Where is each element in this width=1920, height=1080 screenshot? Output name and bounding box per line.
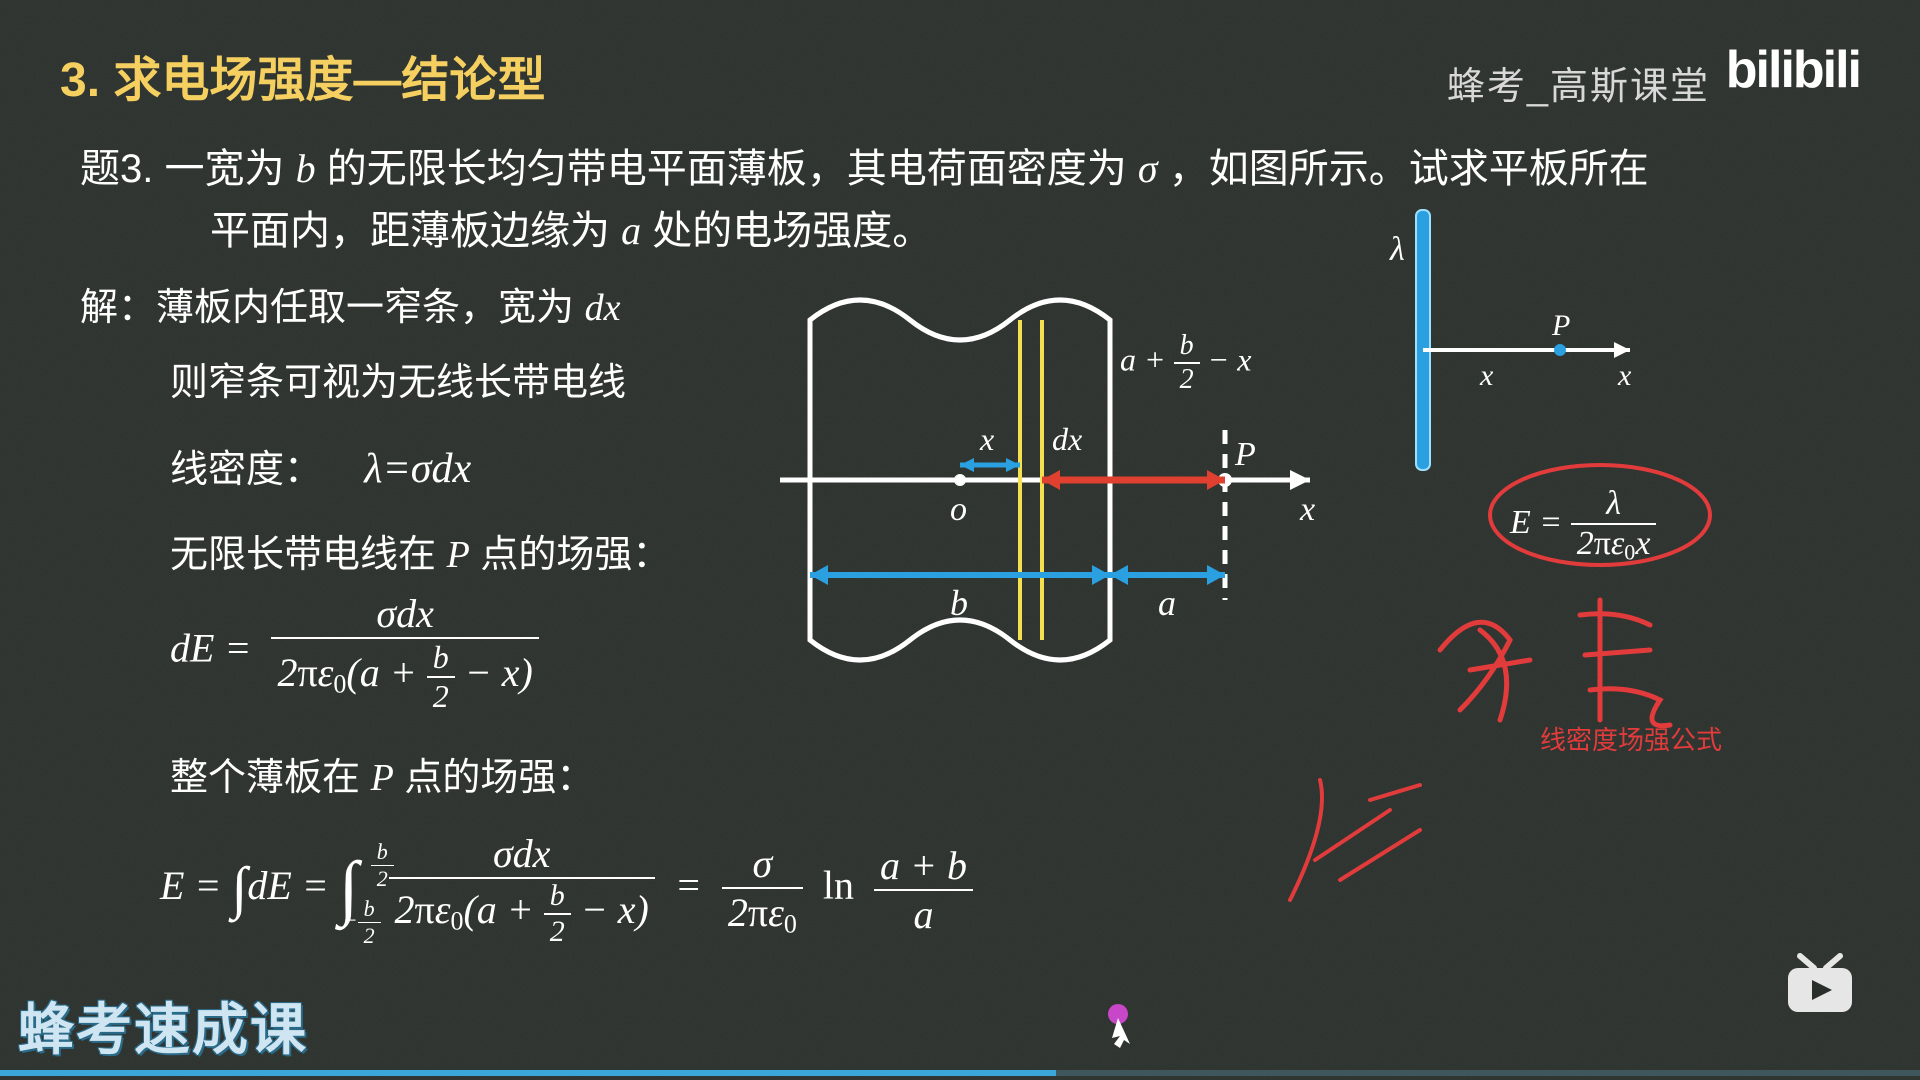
ln: ln [813, 863, 864, 908]
sol-line1: 解：薄板内任取一窄条，宽为 [80, 287, 585, 329]
label-b: b [950, 583, 968, 623]
box-num: λ [1571, 485, 1657, 525]
formula-dE: dE = σdx 2πε0(a + b2 − x) [170, 590, 539, 715]
side-x2: x [1617, 359, 1632, 392]
E-rhs-num: σ [722, 840, 803, 889]
var-b: b [296, 146, 316, 191]
sol-line3a: 线密度： [170, 449, 322, 491]
ln-num: a + b [874, 842, 973, 891]
side-diagram: λ P x x [1370, 200, 1650, 500]
sol-line2: 则窄条可视为无线长带电线 [170, 355, 670, 412]
E-int-den: 2πε0(a + b2 − x) [389, 879, 655, 949]
axis-x-label: x [1299, 491, 1315, 528]
sol-dx: dx [585, 287, 621, 329]
formula-box: E = λ 2πε0x [1510, 485, 1656, 566]
dE-lhs: dE = [170, 626, 251, 671]
label-a: a [1158, 583, 1176, 623]
sol-lambda-eq: λ=σdx [364, 446, 471, 492]
dE-num: σdx [271, 590, 538, 639]
sol-line6-wrap: 整个薄板在 P 点的场强： [170, 750, 594, 807]
formula-box-label: 线密度场强公式 [1540, 720, 1722, 757]
tv-icon [1780, 950, 1860, 1020]
sol-P2: P [371, 757, 394, 799]
sol-line4a: 无限长带电线在 [170, 534, 447, 576]
var-a: a [621, 208, 641, 253]
video-progress-bar[interactable] [0, 1070, 1920, 1076]
cursor-icon [1100, 1000, 1150, 1050]
dE-den-c: − x) [455, 650, 533, 695]
origin-label: o [950, 491, 967, 528]
sol-line4b: 点的场强： [480, 534, 670, 576]
solution-block: 解：薄板内任取一窄条，宽为 dx 则窄条可视为无线长带电线 线密度： λ=σdx… [80, 280, 670, 602]
sol-P: P [447, 534, 470, 576]
red-annotation [1420, 570, 1740, 790]
var-sigma: σ [1138, 146, 1158, 191]
label-x: x [979, 421, 994, 457]
dist-label: a + b2 − x [1120, 330, 1251, 396]
int-lower: −b2 [343, 896, 381, 949]
point-P: P [1234, 436, 1256, 473]
dE-b: b [427, 639, 455, 678]
formula-E: E = ∫dE = ∫ b2 −b2 σdx 2πε0(a + b2 − x) … [160, 830, 973, 949]
sol-line6: 整个薄板在 [170, 757, 360, 799]
E-rhs-den: 2πε0 [722, 889, 803, 940]
E-int-num: σdx [389, 830, 655, 879]
label-lambda: λ [1389, 231, 1405, 268]
problem-text: ，如图所示。试求平板所在 [1169, 147, 1649, 191]
problem-text: 题3. 一宽为 [80, 147, 296, 191]
red-scribble [1270, 760, 1450, 920]
dE-2: 2 [427, 678, 455, 715]
sol-line6b: 点的场强： [404, 757, 594, 799]
int-upper: b2 [371, 839, 394, 892]
problem-text: 的无限长均匀带电平面薄板，其电荷面密度为 [327, 147, 1138, 191]
side-P: P [1551, 309, 1570, 342]
section-title: 3. 求电场强度—结论型 [60, 40, 545, 110]
ln-den: a [874, 891, 973, 938]
bilibili-logo: bilibili [1726, 40, 1860, 100]
box-den: 2πε0x [1571, 525, 1657, 566]
dE-den-a: 2πε0 [277, 650, 346, 695]
watermark: 蜂考速成课 [18, 985, 308, 1066]
problem-text: 处的电场强度。 [652, 209, 932, 253]
channel-name: 蜂考_高斯课堂 [1447, 55, 1710, 110]
side-x1: x [1479, 359, 1494, 392]
label-dx: dx [1052, 421, 1082, 457]
E-lhs: E = ∫dE = [160, 863, 339, 908]
dE-den-b: (a + [346, 650, 426, 695]
problem-text: 平面内，距薄板边缘为 [210, 209, 621, 253]
